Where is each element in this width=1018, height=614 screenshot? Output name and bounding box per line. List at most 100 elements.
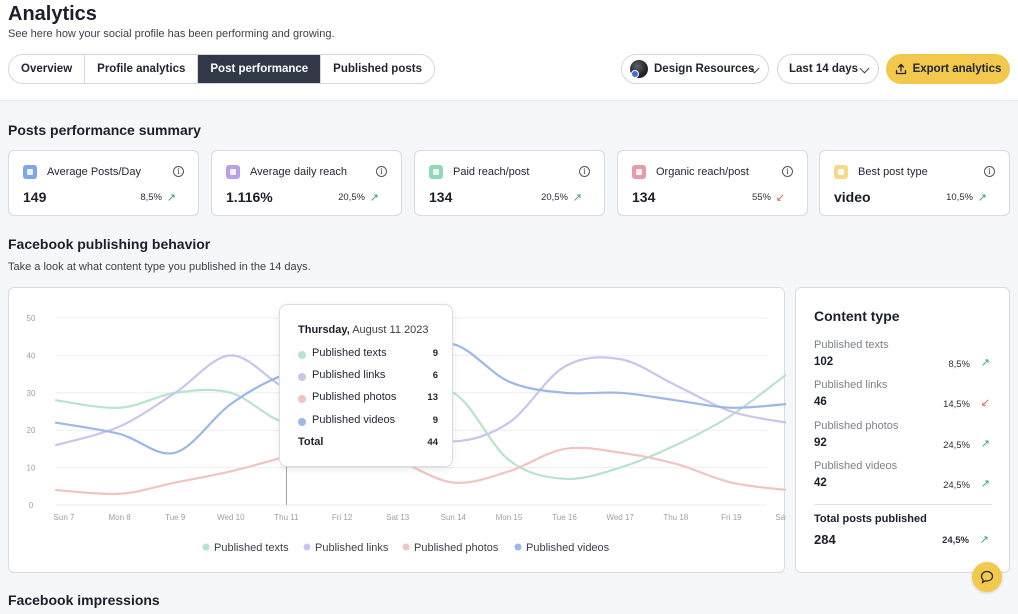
tooltip-row: Published texts 9 bbox=[298, 347, 438, 363]
trend-up-icon: ↗ bbox=[979, 534, 989, 546]
content-type-pct: 24,5% bbox=[943, 440, 970, 451]
x-tick-label: Wed 17 bbox=[606, 513, 634, 522]
tooltip-row-value: 6 bbox=[432, 370, 438, 381]
content-type-value: 92 bbox=[814, 437, 827, 449]
legend-dot bbox=[202, 543, 210, 551]
publishing-title: Facebook publishing behavior bbox=[8, 236, 211, 252]
page-subtitle: See here how your social profile has bee… bbox=[8, 28, 335, 40]
trend-down-icon: ↙ bbox=[980, 397, 990, 409]
tab-overview[interactable]: Overview bbox=[9, 55, 86, 83]
metric-value: 1.116% bbox=[226, 189, 273, 205]
trend-up-icon: ↗ bbox=[980, 438, 990, 450]
x-tick-label: Sat 13 bbox=[386, 513, 410, 522]
legend-label: Published photos bbox=[414, 542, 499, 554]
metric-change: 8,5% bbox=[140, 192, 162, 203]
y-tick-label: 50 bbox=[27, 314, 36, 323]
export-icon bbox=[895, 63, 906, 75]
tooltip-row-value: 9 bbox=[432, 348, 438, 359]
export-analytics-button[interactable]: Export analytics bbox=[886, 54, 1010, 84]
content-type-pct: 8,5% bbox=[948, 359, 970, 370]
tooltip-row-value: 13 bbox=[427, 392, 438, 403]
tooltip-date-text: August 11 2023 bbox=[352, 324, 429, 336]
info-icon[interactable]: i bbox=[579, 166, 590, 177]
summary-card: Paid reach/post i 134 20,5% ↗ bbox=[414, 150, 605, 216]
chat-button[interactable] bbox=[972, 562, 1002, 592]
content-type-label: Published photos bbox=[814, 420, 899, 432]
content-type-title: Content type bbox=[814, 308, 900, 324]
tooltip-date: Thursday, August 11 2023 bbox=[298, 324, 428, 336]
impressions-title: Facebook impressions bbox=[8, 592, 160, 608]
metric-label: Organic reach/post bbox=[656, 166, 749, 178]
legend-dot bbox=[303, 543, 311, 551]
info-icon[interactable]: i bbox=[173, 166, 184, 177]
series-dot bbox=[298, 418, 306, 426]
top-bar: Analytics See here how your social profi… bbox=[0, 0, 1018, 101]
tab-post-performance[interactable]: Post performance bbox=[198, 55, 322, 83]
tab-bar: Overview Profile analytics Post performa… bbox=[8, 54, 435, 84]
x-tick-label: Mon 15 bbox=[496, 513, 523, 522]
metric-value: 149 bbox=[23, 189, 47, 205]
y-tick-label: 10 bbox=[27, 464, 36, 473]
series-dot bbox=[298, 373, 306, 381]
account-dropdown[interactable]: Design Resources bbox=[621, 54, 769, 84]
total-posts-value: 284 bbox=[814, 532, 836, 547]
y-tick-label: 0 bbox=[29, 501, 34, 510]
metric-icon bbox=[23, 165, 37, 179]
tab-profile-analytics[interactable]: Profile analytics bbox=[85, 55, 199, 83]
trend-up-icon: ↗ bbox=[977, 192, 987, 204]
content-type-row: Published photos 92 24,5% ↗ bbox=[814, 420, 994, 456]
avatar bbox=[630, 60, 648, 78]
info-icon[interactable]: i bbox=[984, 166, 995, 177]
publishing-subtitle: Take a look at what content type you pub… bbox=[8, 261, 311, 273]
content-type-pct: 14,5% bbox=[943, 399, 970, 410]
tooltip-row-label: Published texts bbox=[312, 347, 387, 359]
metric-label: Average Posts/Day bbox=[47, 166, 141, 178]
trend-up-icon: ↗ bbox=[980, 357, 990, 369]
y-tick-label: 30 bbox=[27, 389, 36, 398]
tooltip-total-label: Total bbox=[298, 436, 324, 448]
series-dot bbox=[298, 395, 306, 403]
date-range-dropdown[interactable]: Last 14 days bbox=[777, 54, 879, 84]
metric-value: 134 bbox=[429, 189, 453, 205]
info-icon[interactable]: i bbox=[376, 166, 387, 177]
content-type-row: Published texts 102 8,5% ↗ bbox=[814, 339, 994, 375]
summary-card: Average Posts/Day i 149 8,5% ↗ bbox=[8, 150, 199, 216]
tooltip-day: Thursday, bbox=[298, 324, 350, 336]
total-posts-label: Total posts published bbox=[814, 513, 927, 525]
legend-dot bbox=[402, 543, 410, 551]
legend-label: Published videos bbox=[526, 542, 610, 554]
legend-label: Published texts bbox=[214, 542, 289, 554]
tooltip-total-value: 44 bbox=[427, 437, 438, 448]
summary-title: Posts performance summary bbox=[8, 122, 201, 138]
account-name: Design Resources bbox=[654, 63, 755, 75]
x-tick-label: Sat 20 bbox=[775, 513, 786, 522]
x-tick-label: Sun 7 bbox=[54, 513, 75, 522]
metric-change: 55% bbox=[751, 192, 771, 203]
tooltip-row-label: Published videos bbox=[312, 414, 396, 426]
export-label: Export analytics bbox=[912, 63, 1002, 75]
x-tick-label: Fri 12 bbox=[332, 513, 353, 522]
tooltip-row-label: Published links bbox=[312, 369, 386, 381]
content-type-value: 46 bbox=[814, 396, 827, 408]
x-tick-label: Fri 19 bbox=[721, 513, 742, 522]
content-type-card: Content type Published texts 102 8,5% ↗ Publ… bbox=[795, 287, 1010, 573]
tab-published-posts[interactable]: Published posts bbox=[333, 63, 422, 75]
total-posts-pct: 24,5% bbox=[942, 535, 969, 546]
content-type-value: 42 bbox=[814, 477, 827, 489]
x-tick-label: Mon 8 bbox=[108, 513, 131, 522]
divider bbox=[814, 504, 992, 505]
info-icon[interactable]: i bbox=[782, 166, 793, 177]
trend-up-icon: ↗ bbox=[980, 478, 990, 490]
tooltip-row-value: 9 bbox=[432, 415, 438, 426]
trend-up-icon: ↗ bbox=[166, 192, 176, 204]
x-tick-label: Thu 18 bbox=[663, 513, 688, 522]
metric-label: Best post type bbox=[858, 166, 928, 178]
metric-change: 20,5% bbox=[541, 192, 568, 203]
chart-tooltip: Thursday, August 11 2023 Published texts… bbox=[279, 304, 453, 467]
series-line-published-photos bbox=[54, 440, 789, 496]
chat-bubble-icon bbox=[980, 570, 994, 584]
metric-label: Paid reach/post bbox=[453, 166, 530, 178]
content-type-pct: 24,5% bbox=[943, 480, 970, 491]
summary-card: Average daily reach i 1.116% 20,5% ↗ bbox=[211, 150, 402, 216]
metric-icon bbox=[429, 165, 443, 179]
